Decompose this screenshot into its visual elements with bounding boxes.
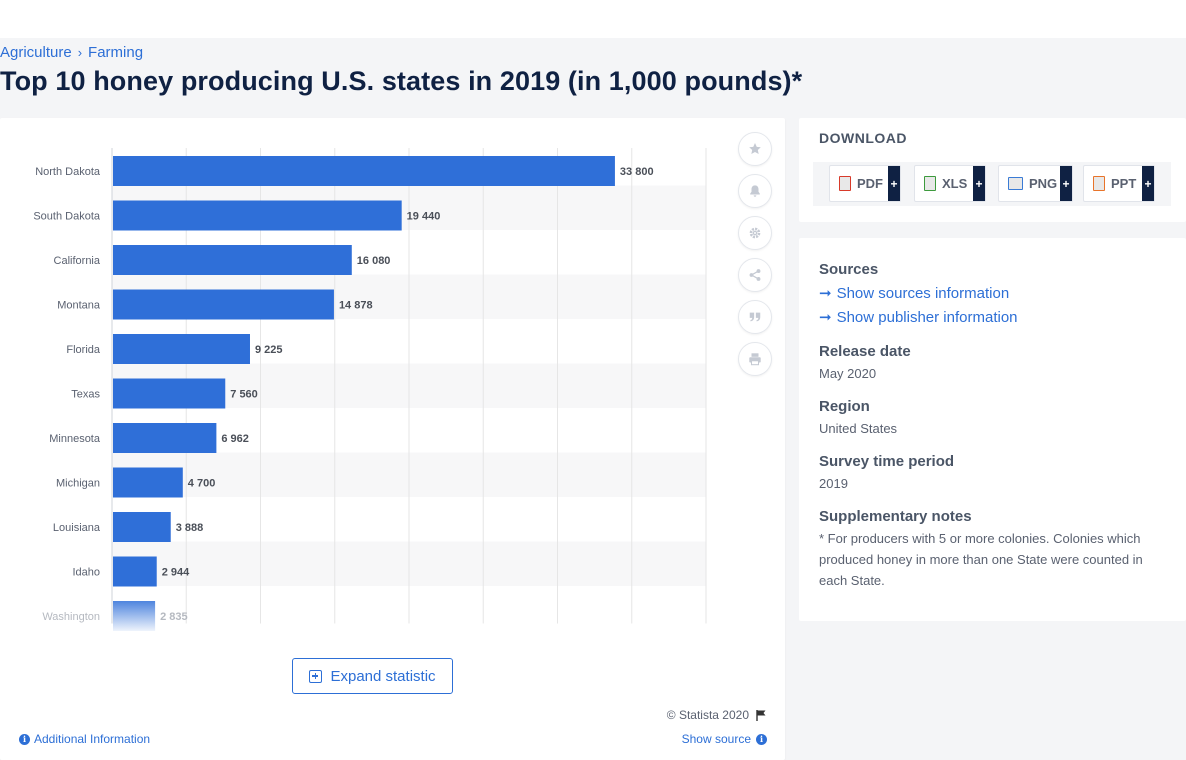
download-title: DOWNLOAD (819, 130, 907, 146)
copyright: © Statista 2020 (667, 708, 767, 722)
plus-icon: + (973, 166, 985, 201)
expand-statistic-label: Expand statistic (330, 667, 436, 685)
expand-statistic-button[interactable]: Expand statistic (292, 658, 453, 694)
download-ppt-button[interactable]: PPT + (1083, 165, 1155, 202)
category-label: Minnesota (49, 433, 101, 445)
bar-south-dakota[interactable] (113, 200, 402, 231)
info-icon: i (756, 733, 767, 745)
region-value: United States (819, 421, 898, 436)
bar-chart: North Dakota 33 800 South Dakota 19 440 Cali… (33, 148, 707, 631)
category-label: Washington (42, 611, 100, 623)
data-label: 2 944 (162, 567, 190, 579)
png-file-icon (1008, 177, 1023, 190)
category-label: Montana (57, 300, 101, 312)
quote-icon[interactable] (738, 300, 772, 334)
bar-montana[interactable] (113, 289, 334, 320)
copyright-text: © Statista 2020 (666, 708, 749, 722)
supplementary-notes-heading: Supplementary notes (819, 508, 972, 525)
download-png-label: PNG (1029, 176, 1058, 191)
show-sources-label: Show sources information (836, 284, 1010, 302)
supplementary-notes-text: * For producers with 5 or more colonies.… (819, 531, 1143, 588)
category-label: Texas (71, 389, 100, 401)
flag-icon[interactable] (755, 709, 767, 721)
data-label: 16 080 (357, 255, 391, 267)
show-publisher-label: Show publisher information (836, 308, 1018, 326)
download-pdf-label: PDF (857, 176, 883, 191)
data-label: 9 225 (255, 344, 283, 356)
plus-square-icon (309, 669, 323, 683)
chart-card: North Dakota 33 800 South Dakota 19 440 Cali… (0, 118, 785, 760)
survey-period-value: 2019 (819, 476, 848, 491)
category-label: Idaho (72, 567, 100, 579)
bar-california[interactable] (113, 245, 352, 275)
data-label: 33 800 (620, 166, 654, 178)
chart-tools (738, 132, 772, 384)
bar-texas[interactable] (113, 378, 226, 409)
breadcrumb-agriculture[interactable]: Agriculture (0, 44, 72, 61)
arrow-right-icon: ➞ (819, 309, 832, 326)
info-icon: i (19, 733, 30, 745)
bar-north-dakota[interactable] (113, 156, 615, 186)
chevron-right-icon: › (77, 45, 83, 60)
category-label: Michigan (56, 478, 100, 490)
download-ppt-label: PPT (1111, 176, 1137, 191)
data-label: 6 962 (221, 433, 249, 445)
bar-louisiana[interactable] (113, 512, 171, 542)
bar-minnesota[interactable] (113, 423, 217, 453)
category-label: California (54, 255, 101, 267)
region-heading: Region (819, 398, 870, 415)
data-label: 3 888 (176, 522, 204, 534)
share-icon[interactable] (738, 258, 772, 292)
ppt-file-icon (1093, 176, 1105, 191)
category-label: Louisiana (53, 522, 101, 534)
breadcrumb: Agriculture › Farming (0, 44, 143, 61)
plus-icon: + (1060, 166, 1072, 201)
show-source-link[interactable]: Show source i (682, 732, 767, 746)
top-bar (0, 0, 1186, 38)
download-buttons: PDF + XLS + PNG + PPT + (813, 162, 1171, 206)
sources-heading: Sources (819, 261, 879, 278)
bar-florida[interactable] (113, 334, 250, 364)
download-xls-label: XLS (942, 176, 968, 191)
show-source-label: Show source (681, 732, 751, 746)
bell-icon[interactable] (738, 174, 772, 208)
data-label: 7 560 (230, 389, 258, 401)
data-label: 4 700 (188, 478, 216, 490)
data-label: 2 835 (160, 611, 188, 623)
download-xls-button[interactable]: XLS + (914, 165, 986, 202)
additional-information-link[interactable]: i Additional Information (19, 732, 150, 746)
arrow-right-icon: ➞ (819, 285, 832, 302)
data-label: 14 878 (339, 300, 373, 312)
gear-icon[interactable] (738, 216, 772, 250)
star-icon[interactable] (738, 132, 772, 166)
download-card: DOWNLOAD PDF + XLS + PNG + PPT + (799, 118, 1186, 222)
survey-period-heading: Survey time period (819, 453, 955, 470)
additional-information-label: Additional Information (34, 732, 151, 746)
pdf-file-icon (839, 176, 851, 191)
data-label: 19 440 (407, 211, 441, 223)
bar-michigan[interactable] (113, 467, 183, 498)
statistic-info-card: Sources ➞ Show sources information ➞ Sho… (799, 238, 1186, 621)
print-icon[interactable] (738, 342, 772, 376)
download-pdf-button[interactable]: PDF + (829, 165, 901, 202)
category-label: South Dakota (33, 211, 101, 223)
show-publisher-link[interactable]: ➞ Show publisher information (819, 308, 1018, 327)
release-date-value: May 2020 (819, 366, 877, 381)
category-label: North Dakota (35, 166, 101, 178)
plus-icon: + (1142, 166, 1154, 201)
download-png-button[interactable]: PNG + (998, 165, 1073, 202)
xls-file-icon (924, 176, 936, 191)
category-label: Florida (66, 344, 101, 356)
plus-icon: + (888, 166, 900, 201)
show-sources-link[interactable]: ➞ Show sources information (819, 284, 1010, 303)
release-date-heading: Release date (819, 343, 911, 360)
breadcrumb-farming[interactable]: Farming (88, 44, 144, 61)
bar-washington[interactable] (113, 601, 156, 631)
bar-idaho[interactable] (113, 556, 157, 587)
page-title: Top 10 honey producing U.S. states in 20… (0, 66, 803, 96)
